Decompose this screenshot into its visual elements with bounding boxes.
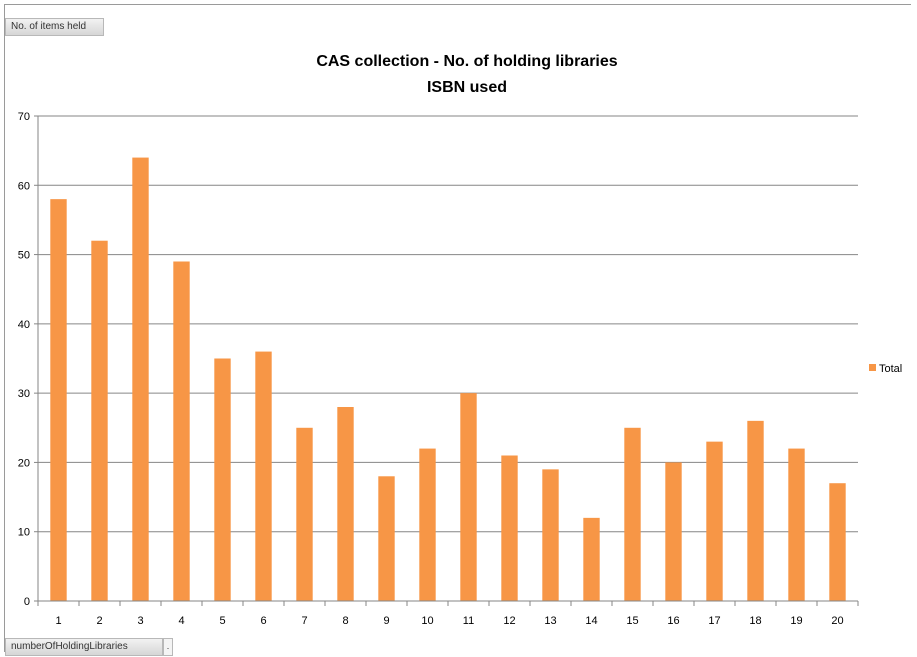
- bar: [337, 407, 354, 601]
- legend-swatch: [869, 364, 876, 371]
- chart-frame: [4, 4, 911, 652]
- bar: [788, 448, 805, 601]
- holding-libraries-field-button[interactable]: numberOfHoldingLibraries: [5, 638, 163, 656]
- x-tick-label: 16: [667, 615, 679, 627]
- bar: [583, 517, 600, 601]
- legend-label-total: Total: [879, 363, 902, 375]
- axes: [37, 116, 858, 602]
- bar: [50, 199, 67, 601]
- x-tick-label: 11: [463, 615, 474, 627]
- legend: Total: [869, 363, 902, 375]
- x-tick-label: 7: [301, 615, 307, 627]
- y-tick-label: 50: [18, 250, 30, 262]
- bars: [50, 157, 846, 602]
- bar: [132, 157, 149, 602]
- bar: [747, 420, 764, 601]
- y-tick-label: 70: [18, 111, 30, 123]
- bar: [706, 441, 723, 601]
- bar: [378, 476, 395, 601]
- y-axis-ticks: 0 10 20 30 40 50 60 70: [18, 111, 38, 608]
- x-tick-label: 4: [178, 615, 184, 627]
- gridlines: [38, 115, 858, 533]
- x-tick-label: 12: [503, 615, 515, 627]
- x-axis-ticks: 1 2 3 4 5 6 7 8 9 10 11 12 13 14 15 16 17 18 19 20: [37, 601, 859, 627]
- y-tick-label: 40: [18, 319, 30, 331]
- y-tick-label: 0: [24, 596, 30, 608]
- y-tick-label: 20: [18, 457, 30, 469]
- x-tick-label: 6: [260, 615, 266, 627]
- x-tick-label: 10: [421, 615, 433, 627]
- x-tick-label: 5: [219, 615, 225, 627]
- bar: [829, 483, 846, 601]
- chart-subtitle: ISBN used: [427, 79, 507, 96]
- bar: [501, 455, 518, 601]
- dropdown-glyph: .: [166, 641, 170, 651]
- bar: [624, 427, 641, 601]
- chart-title: CAS collection - No. of holding librarie…: [316, 53, 617, 70]
- bar: [460, 393, 477, 601]
- items-held-field-button[interactable]: No. of items held: [5, 18, 104, 36]
- bar: [91, 240, 108, 601]
- x-tick-label: 3: [137, 615, 143, 627]
- x-tick-label: 15: [626, 615, 638, 627]
- x-tick-label: 9: [383, 615, 389, 627]
- x-tick-label: 8: [342, 615, 348, 627]
- x-tick-label: 17: [708, 615, 720, 627]
- bar: [214, 358, 231, 601]
- bar: [255, 351, 272, 601]
- bar: [419, 448, 436, 601]
- x-tick-label: 18: [749, 615, 761, 627]
- bar: [296, 427, 313, 601]
- x-tick-label: 1: [55, 615, 61, 627]
- field-dropdown-button[interactable]: .: [163, 638, 173, 656]
- x-tick-label: 14: [585, 615, 597, 627]
- x-tick-label: 13: [544, 615, 556, 627]
- bar: [542, 469, 559, 601]
- x-tick-label: 20: [831, 615, 843, 627]
- x-tick-label: 2: [96, 615, 102, 627]
- bar: [173, 261, 190, 601]
- y-tick-label: 30: [18, 388, 30, 400]
- y-tick-label: 10: [18, 527, 30, 539]
- bar: [665, 462, 682, 601]
- y-tick-label: 60: [18, 180, 30, 192]
- x-tick-label: 19: [790, 615, 802, 627]
